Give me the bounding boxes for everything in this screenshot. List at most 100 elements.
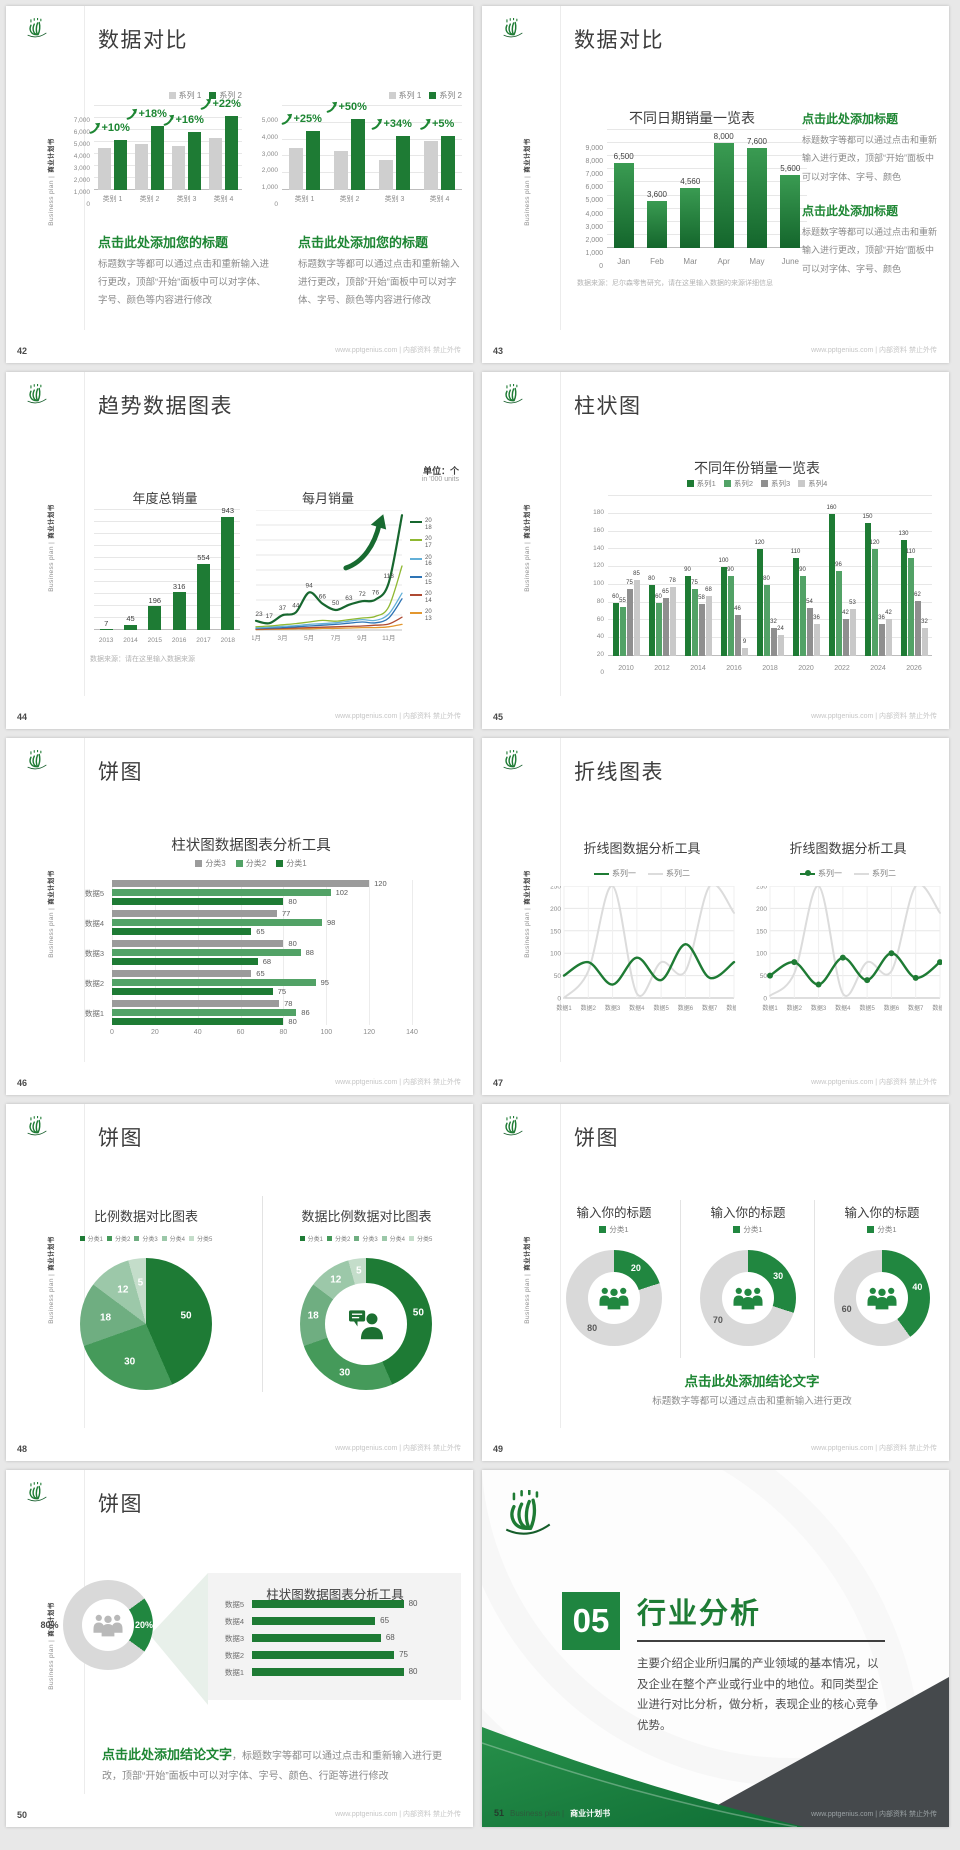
growth-arrow-icon	[419, 119, 431, 130]
bar: 36	[878, 615, 885, 656]
bar-value: 3,600	[646, 189, 667, 199]
chart-legend: 分类1	[820, 1224, 944, 1235]
data-label: 37	[279, 605, 287, 612]
bar: 160	[826, 505, 837, 656]
slide-45[interactable]: Business plan |商业计划书 柱状图 不同年份销量一览表 系列1 系列…	[482, 372, 949, 729]
bar-group: +50%	[326, 101, 372, 190]
brand-logo-icon	[502, 749, 524, 770]
sidebar-text-en: Business plan |	[524, 175, 531, 226]
sidebar-text-en: Business plan |	[524, 907, 531, 958]
y-tick-label: 150	[550, 928, 561, 935]
plot-area: 6,500 3,600 4,560 8,000 7,600 5,600	[607, 129, 807, 248]
gridline	[94, 141, 242, 142]
slide-44[interactable]: Business plan | 商业计划书 趋势数据图表 单位：个 in '000…	[6, 372, 473, 729]
plot-area: +25% +50% +34% +5%	[281, 101, 462, 190]
chart-legend: 20 18 20 17 20 16 20 15 20 14 20 13	[410, 518, 432, 623]
watermark: www.pptgenius.com | 内部资料 禁止外传	[335, 347, 461, 354]
bar-value: 54	[806, 599, 813, 605]
legend-item: 系列 2	[209, 90, 242, 101]
brand-logo-icon	[27, 383, 47, 404]
brand-logo-icon	[503, 17, 523, 38]
series-line	[562, 943, 736, 986]
slide-43[interactable]: Business plan | 商业计划书 数据对比 不同日期销量一览表 6,50…	[482, 6, 949, 363]
category-label: 数据2	[224, 1651, 244, 1660]
legend-key	[733, 1226, 741, 1233]
bar-group: 5,600	[774, 130, 807, 248]
bar: 4,560	[680, 177, 700, 248]
legend-key	[410, 594, 422, 597]
x-tick-label: 类别 2	[339, 196, 360, 203]
bar-value: 96	[835, 561, 842, 568]
gridline	[608, 566, 932, 568]
legend-line: 14	[425, 598, 432, 605]
gridline	[607, 142, 807, 144]
slide-title: 柱状图	[574, 395, 642, 418]
slide-47[interactable]: Business plan | 商业计划书 折线图表 折线图数据分析工具 折线图数…	[482, 738, 949, 1095]
legend-key	[599, 1226, 607, 1233]
bar-group: 7	[94, 510, 118, 630]
y-tick-label: 20	[596, 651, 604, 659]
x-tick-label: Mar	[683, 257, 698, 266]
bar: 3,600	[647, 190, 667, 248]
x-tick-label: 数据3	[605, 1004, 621, 1012]
legend-line: 15	[425, 579, 432, 586]
sidebar-vertical-text: Business plan |商业计划书	[45, 1602, 55, 1689]
data-label: 63	[345, 595, 353, 602]
bar-value: 130	[898, 531, 909, 538]
bar: 36	[813, 615, 820, 656]
bar-group: +10%	[89, 106, 131, 190]
data-label: 118	[384, 573, 395, 580]
legend-line: 20	[425, 554, 432, 561]
people-group-icon	[597, 1285, 631, 1311]
block-body: 标题数字等都可以通过点击和重新输入进行更改，顶部“开始”面板中可以对字体、字号、…	[802, 227, 938, 274]
gridline	[94, 605, 240, 606]
legend-label: 分类4	[389, 1237, 406, 1243]
people-group-icon	[867, 1287, 897, 1310]
bar-group: 160 96 42 53	[824, 496, 860, 656]
bar-value: 62	[914, 591, 921, 598]
bar	[252, 1617, 376, 1625]
bar-value: 80	[648, 575, 655, 582]
bar-value: 7	[104, 618, 109, 628]
x-tick-label: 2016	[726, 665, 742, 672]
person-chat-icon	[346, 1307, 386, 1341]
gridline	[94, 569, 240, 570]
bar: 120	[754, 540, 765, 656]
y-tick-label: 3,000	[73, 165, 90, 172]
y-tick-label: 80	[596, 597, 604, 605]
bar	[112, 958, 258, 965]
watermark: www.pptgenius.com | 内部资料 禁止外传	[811, 347, 937, 354]
slide-49[interactable]: Business plan | 商业计划书 饼图 输入你的标题 输入你的标题 输入…	[482, 1104, 949, 1461]
bar: 9	[741, 639, 748, 656]
bar-value: 65	[256, 927, 265, 936]
gridline	[607, 220, 807, 222]
legend-label: 系列 2	[439, 91, 462, 100]
section-number: 05	[572, 1602, 610, 1639]
sidebar-text-cn: 商业计划书	[48, 870, 55, 905]
watermark: www.pptgenius.com | 内部资料 禁止外传	[811, 1811, 937, 1818]
legend-key	[867, 1226, 875, 1233]
slide-48[interactable]: Business plan | 商业计划书 饼图 比例数据对比图表 数据比例数据对…	[6, 1104, 473, 1461]
bar-group: +25%	[281, 106, 327, 190]
legend-label: 系列二	[872, 869, 896, 878]
x-tick-label: 0	[110, 1029, 114, 1036]
bar-value: 55	[619, 598, 626, 605]
category-label: 数据1	[84, 1008, 104, 1018]
legend-line: 20	[425, 518, 432, 524]
growth-annotation: +10%	[88, 122, 130, 134]
bar: 42	[842, 610, 849, 656]
legend-item: 分类1	[79, 1234, 103, 1243]
slide-50[interactable]: Business plan |商业计划书 饼图 柱状图数据图表分析工具 20% 8…	[6, 1470, 473, 1827]
growth-label: +50%	[338, 101, 367, 114]
slide-title: 饼图	[98, 1493, 143, 1516]
growth-label: +22%	[212, 97, 241, 110]
bar-group: 6,500	[607, 130, 640, 248]
x-tick-label: 20	[150, 1029, 159, 1036]
line-chart: 0 50 100 150 200 250 数据1 数据2 数据3 数据4 数据5 数据6 数据7 数据8	[544, 883, 742, 1014]
x-tick-label: 数据8	[932, 1004, 942, 1012]
slide-46[interactable]: Business plan |商业计划书 饼图 柱状图数据图表分析工具 分类3 分…	[6, 738, 473, 1095]
legend-label: 分类5	[197, 1237, 213, 1243]
legend-key	[800, 870, 815, 877]
slide-51[interactable]: 05 行业分析 主要介绍企业所归属的产业领域的基本情况，以及企业在整个产业或行业…	[482, 1470, 949, 1827]
